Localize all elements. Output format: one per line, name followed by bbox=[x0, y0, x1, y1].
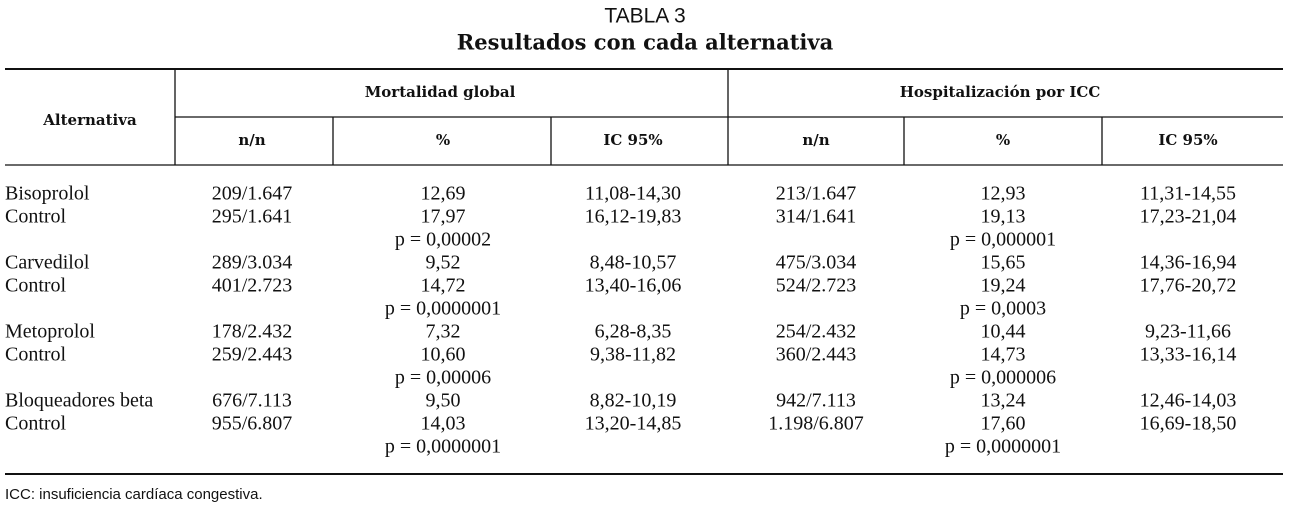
row-label: Bisoprolol bbox=[5, 183, 90, 205]
cell: 11,08-14,30 bbox=[585, 183, 681, 205]
cell: 475/3.034 bbox=[776, 252, 857, 274]
p-value: p = 0,0000001 bbox=[385, 298, 501, 320]
cell: 209/1.647 bbox=[212, 183, 293, 205]
p-value: p = 0,000006 bbox=[950, 367, 1056, 389]
group-header: Mortalidad global bbox=[365, 83, 516, 101]
cell: 942/7.113 bbox=[776, 390, 856, 412]
cell: 17,23-21,04 bbox=[1140, 206, 1237, 228]
column-header: n/n bbox=[802, 131, 829, 149]
cell: 295/1.641 bbox=[212, 206, 293, 228]
cell: 12,46-14,03 bbox=[1140, 390, 1237, 412]
cell: 524/2.723 bbox=[776, 275, 857, 297]
row-label: Control bbox=[5, 275, 67, 297]
cell: 11,31-14,55 bbox=[1140, 183, 1236, 205]
column-header: % bbox=[996, 131, 1010, 149]
cell: 15,65 bbox=[981, 252, 1026, 274]
cell: 9,38-11,82 bbox=[590, 344, 676, 366]
row-label: Carvedilol bbox=[5, 252, 90, 274]
cell: 19,13 bbox=[981, 206, 1026, 228]
cell: 14,72 bbox=[421, 275, 466, 297]
cell: 10,44 bbox=[981, 321, 1026, 343]
cell: 8,48-10,57 bbox=[590, 252, 677, 274]
cell: 10,60 bbox=[421, 344, 466, 366]
cell: 13,24 bbox=[981, 390, 1026, 412]
column-header: IC 95% bbox=[603, 131, 662, 149]
cell: 360/2.443 bbox=[776, 344, 857, 366]
row-label: Bloqueadores beta bbox=[5, 390, 153, 412]
column-header: % bbox=[436, 131, 450, 149]
cell: 16,69-18,50 bbox=[1140, 413, 1237, 435]
cell: 254/2.432 bbox=[776, 321, 857, 343]
cell: 9,52 bbox=[426, 252, 461, 274]
cell: 12,93 bbox=[981, 183, 1026, 205]
group-header: Hospitalización por ICC bbox=[900, 83, 1101, 101]
row-label: Control bbox=[5, 344, 67, 366]
cell: 289/3.034 bbox=[212, 252, 293, 274]
cell: 9,23-11,66 bbox=[1145, 321, 1231, 343]
cell: 17,97 bbox=[421, 206, 466, 228]
cell: 676/7.113 bbox=[212, 390, 292, 412]
cell: 13,20-14,85 bbox=[585, 413, 682, 435]
cell: 17,76-20,72 bbox=[1140, 275, 1237, 297]
table-subtitle: Resultados con cada alternativa bbox=[457, 30, 834, 55]
footnote: ICC: insuficiencia cardíaca congestiva. bbox=[5, 486, 263, 503]
cell: 19,24 bbox=[981, 275, 1026, 297]
cell: 1.198/6.807 bbox=[768, 413, 864, 435]
cell: 314/1.641 bbox=[776, 206, 857, 228]
row-label: Metoprolol bbox=[5, 321, 95, 343]
cell: 178/2.432 bbox=[212, 321, 293, 343]
cell: 7,32 bbox=[426, 321, 461, 343]
p-value: p = 0,00002 bbox=[395, 229, 491, 251]
cell: 12,69 bbox=[421, 183, 466, 205]
cell: 955/6.807 bbox=[212, 413, 293, 435]
cell: 401/2.723 bbox=[212, 275, 293, 297]
p-value: p = 0,0003 bbox=[960, 298, 1046, 320]
cell: 16,12-19,83 bbox=[585, 206, 682, 228]
cell: 14,73 bbox=[981, 344, 1026, 366]
column-header: IC 95% bbox=[1158, 131, 1217, 149]
cell: 8,82-10,19 bbox=[590, 390, 677, 412]
table-title: TABLA 3 bbox=[604, 5, 685, 28]
cell: 14,36-16,94 bbox=[1140, 252, 1237, 274]
column-header: n/n bbox=[238, 131, 265, 149]
p-value: p = 0,0000001 bbox=[385, 436, 501, 458]
cell: 14,03 bbox=[421, 413, 466, 435]
cell: 213/1.647 bbox=[776, 183, 857, 205]
p-value: p = 0,0000001 bbox=[945, 436, 1061, 458]
p-value: p = 0,000001 bbox=[950, 229, 1056, 251]
cell: 6,28-8,35 bbox=[595, 321, 672, 343]
cell: 13,40-16,06 bbox=[585, 275, 682, 297]
header-cell: Alternativa bbox=[42, 111, 137, 129]
row-label: Control bbox=[5, 206, 67, 228]
row-label: Control bbox=[5, 413, 67, 435]
cell: 17,60 bbox=[981, 413, 1026, 435]
p-value: p = 0,00006 bbox=[395, 367, 491, 389]
cell: 13,33-16,14 bbox=[1140, 344, 1237, 366]
cell: 9,50 bbox=[426, 390, 461, 412]
cell: 259/2.443 bbox=[212, 344, 293, 366]
